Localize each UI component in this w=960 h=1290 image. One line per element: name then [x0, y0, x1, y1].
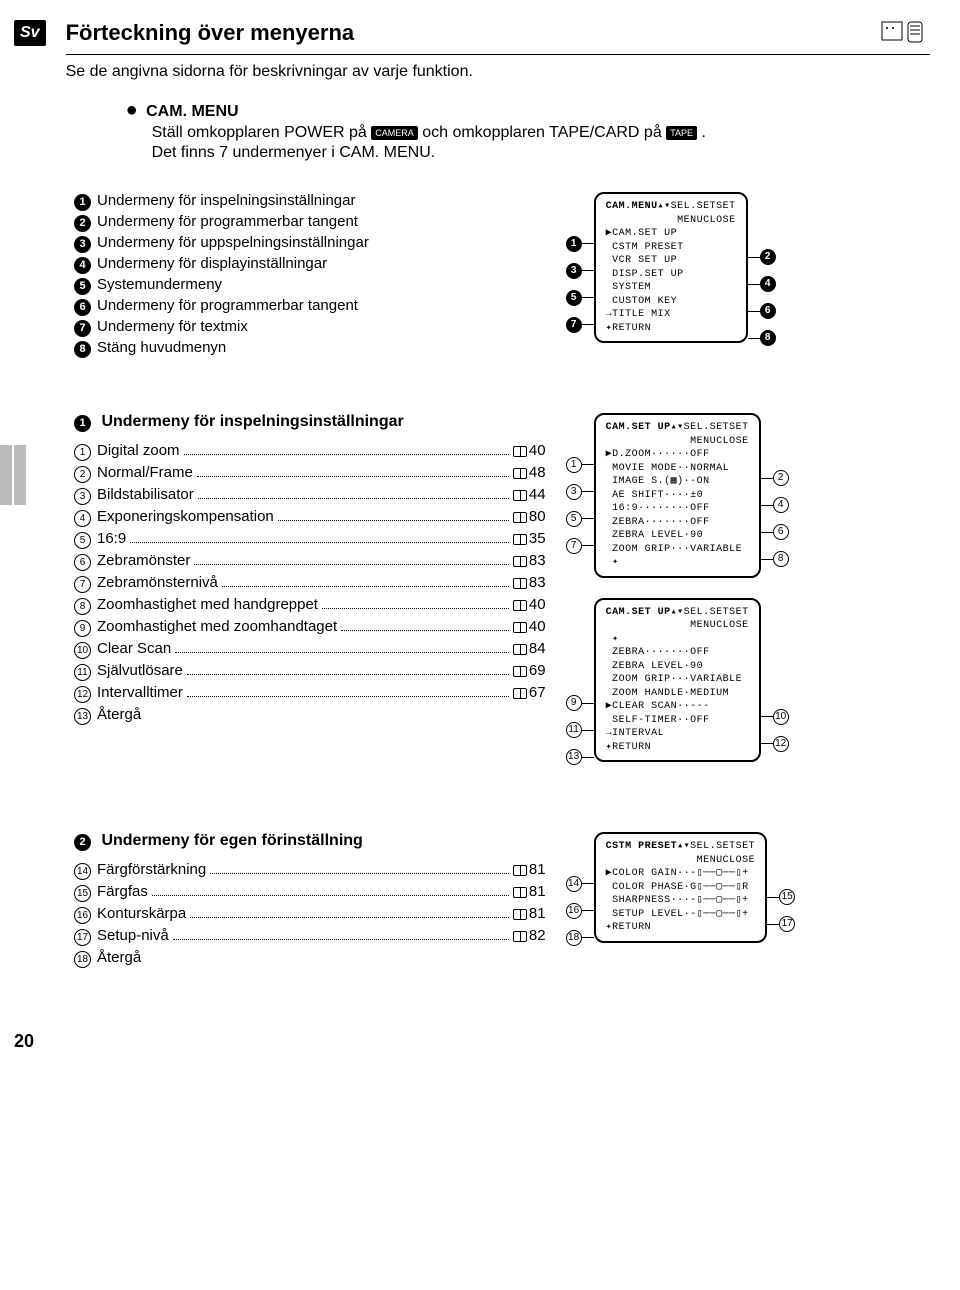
period: . — [701, 124, 705, 141]
list-item: 18Återgå — [74, 949, 546, 968]
list-item: 15Färgfas81 — [74, 883, 546, 902]
list-item: 9Zoomhastighet med zoomhandtaget40 — [74, 618, 546, 637]
side-tab-2 — [14, 445, 26, 505]
list-item: 2Normal/Frame48 — [74, 464, 546, 483]
setup2-panel-wrap: 91113 CAM.SET UP▴▾SEL.SETSETMENUCLOSE ✦ … — [566, 598, 930, 783]
list-item: 10Clear Scan84 — [74, 640, 546, 659]
cam-menu-panel: CAM.MENU▴▾SEL.SETSETMENUCLOSE▶CAM.SET UP… — [594, 192, 748, 343]
cam-menu-panel-wrap: 1357 CAM.MENU▴▾SEL.SETSETMENUCLOSE▶CAM.S… — [566, 192, 930, 363]
cam-menu-title: CAM. MENU — [146, 103, 238, 120]
list-item: 516:935 — [74, 530, 546, 549]
language-badge: Sv — [14, 20, 46, 46]
main-list-item: 8Stäng huvudmenyn — [74, 339, 546, 358]
list-item: 8Zoomhastighet med handgreppet40 — [74, 596, 546, 615]
list-item: 3Bildstabilisator44 — [74, 486, 546, 505]
intro-1a: Ställ omkopplaren POWER på — [152, 124, 367, 141]
page-subtitle: Se de angivna sidorna för beskrivningar … — [66, 63, 930, 81]
tape-badge: TAPE — [666, 126, 697, 140]
list-item: 7Zebramönsternivå83 — [74, 574, 546, 593]
list-item: 11Självutlösare69 — [74, 662, 546, 681]
remote-icons — [880, 20, 930, 50]
section-1-title: Undermeny för inspelningsinställningar — [101, 413, 403, 430]
section-1-list: 1Digital zoom40 2Normal/Frame48 3Bildstabi… — [74, 442, 546, 725]
cstm-panel-wrap: 141618 CSTM PRESET▴▾SEL.SETSETMENUCLOSE▶… — [566, 832, 930, 963]
main-list-item: 7Undermeny för textmix — [74, 318, 546, 337]
main-list-item: 3Undermeny för uppspelningsinställningar — [74, 234, 546, 253]
intro-1b: och omkopplaren TAPE/CARD på — [422, 124, 662, 141]
list-item: 1Digital zoom40 — [74, 442, 546, 461]
main-list-item: 4Undermeny för displayinställningar — [74, 255, 546, 274]
intro-2: Det finns 7 undermenyer i CAM. MENU. — [152, 144, 930, 162]
cam-menu-section: ● CAM. MENU Ställ omkopplaren POWER på C… — [126, 99, 930, 162]
setup1-panel: CAM.SET UP▴▾SEL.SETSETMENUCLOSE▶D.ZOOM··… — [594, 413, 761, 578]
main-list-item: 5Systemundermeny — [74, 276, 546, 295]
main-list-item: 6Undermeny för programmerbar tangent — [74, 297, 546, 316]
bullet-icon: ● — [126, 99, 138, 121]
list-item: 4Exponeringskompensation80 — [74, 508, 546, 527]
list-item: 16Konturskärpa81 — [74, 905, 546, 924]
list-item: 14Färgförstärkning81 — [74, 861, 546, 880]
section-2-number: 2 — [74, 834, 91, 851]
cstm-panel: CSTM PRESET▴▾SEL.SETSETMENUCLOSE▶COLOR G… — [594, 832, 768, 943]
list-item: 6Zebramönster83 — [74, 552, 546, 571]
main-list-item: 2Undermeny för programmerbar tangent — [74, 213, 546, 232]
main-list-item: 1Undermeny för inspelningsinställningar — [74, 192, 546, 211]
camera-badge: CAMERA — [371, 126, 418, 140]
list-item: 13Återgå — [74, 706, 546, 725]
page-header: Sv Förteckning över menyerna Se de angiv… — [14, 20, 930, 162]
section-2-list: 14Färgförstärkning81 15Färgfas81 16Konturs… — [74, 861, 546, 968]
section-2-title: Undermeny för egen förinställning — [101, 832, 362, 849]
side-tab-1 — [0, 445, 12, 505]
setup1-panel-wrap: 1357 CAM.SET UP▴▾SEL.SETSETMENUCLOSE▶D.Z… — [566, 413, 930, 598]
page-title: Förteckning över menyerna — [66, 20, 355, 46]
main-submenu-list: 1Undermeny för inspelningsinställningar 2… — [74, 192, 546, 358]
list-item: 12Intervalltimer67 — [74, 684, 546, 703]
page-number: 20 — [14, 1031, 930, 1052]
setup2-panel: CAM.SET UP▴▾SEL.SETSETMENUCLOSE ✦ ZEBRA·… — [594, 598, 761, 763]
list-item: 17Setup-nivå82 — [74, 927, 546, 946]
section-1-number: 1 — [74, 415, 91, 432]
